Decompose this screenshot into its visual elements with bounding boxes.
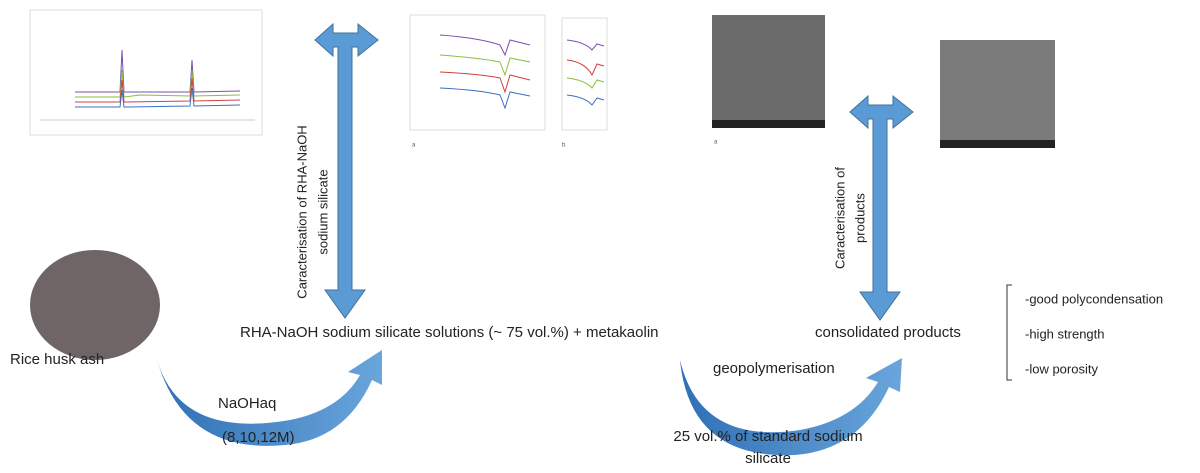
curved-arrow [680, 358, 902, 456]
sem-image [940, 40, 1055, 148]
rotated-label: sodium silicate [315, 169, 330, 254]
property: -high strength [1025, 326, 1105, 341]
ftir-plot [409, 14, 608, 131]
double-arrow [849, 94, 914, 321]
node-label: consolidated products [815, 324, 961, 341]
panel-label: a [412, 143, 416, 149]
sem-image [712, 15, 825, 128]
property: -low porosity [1025, 361, 1098, 376]
xrd-plot [29, 9, 263, 136]
double-arrow [314, 22, 379, 319]
curved-arrow [155, 350, 382, 446]
node-label: RHA-NaOH sodium silicate solutions (~ 75… [240, 324, 659, 341]
additive-label: 25 vol.% of standard sodium [673, 428, 862, 445]
bracket [1006, 284, 1012, 381]
panel-label: a [714, 140, 718, 146]
ash-sample [30, 250, 160, 360]
reagent-label: (8,10,12M) [222, 429, 295, 446]
process-label: geopolymerisation [713, 360, 835, 377]
reagent-label: NaOHaq [218, 395, 276, 412]
panel-label: b [562, 143, 566, 149]
rotated-label: products [852, 193, 867, 243]
property: -good polycondensation [1025, 291, 1163, 306]
node-label: Rice husk ash [10, 351, 104, 368]
sem-scalebar [712, 120, 825, 128]
rotated-label: Caracterisation of [832, 167, 847, 269]
sem-scalebar [940, 140, 1055, 148]
rotated-label: Caracterisation of RHA-NaOH [294, 125, 309, 298]
additive-label: silicate [745, 450, 791, 467]
